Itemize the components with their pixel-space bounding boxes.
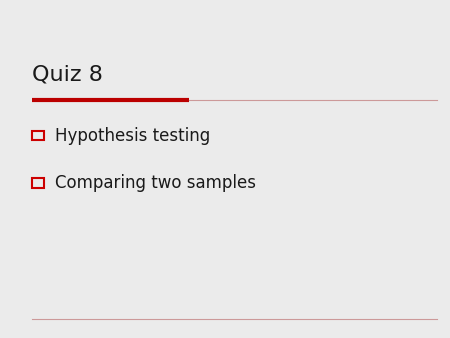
Text: Comparing two samples: Comparing two samples	[55, 174, 256, 192]
FancyBboxPatch shape	[32, 131, 44, 140]
Text: Hypothesis testing: Hypothesis testing	[55, 127, 211, 145]
Text: Quiz 8: Quiz 8	[32, 64, 103, 84]
FancyBboxPatch shape	[32, 178, 44, 188]
